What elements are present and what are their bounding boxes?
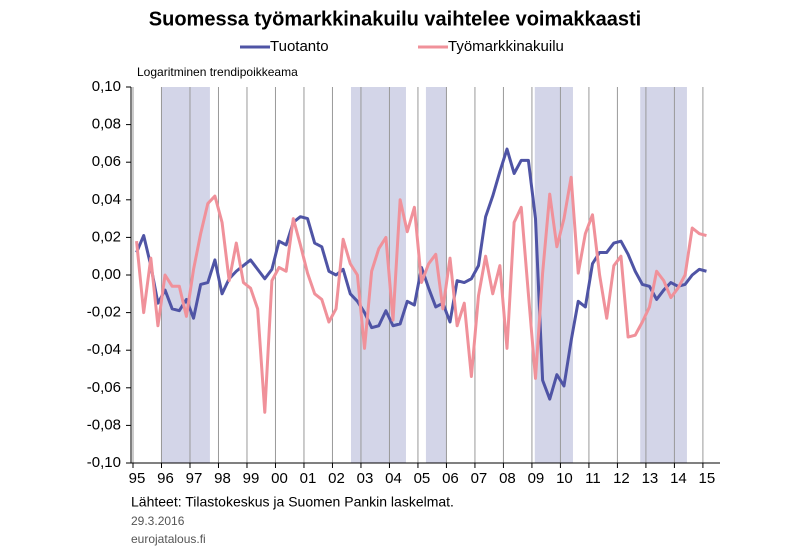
x-tick-label: 00 <box>271 470 288 487</box>
x-tick-label: 98 <box>214 470 231 487</box>
x-tick-label: 97 <box>186 470 203 487</box>
x-tick-label: 04 <box>385 470 402 487</box>
recession-band <box>534 87 573 463</box>
recession-band <box>425 87 447 463</box>
y-tick-label: 0,00 <box>92 266 121 283</box>
y-tick-label: 0,02 <box>92 228 121 245</box>
x-tick-label: 10 <box>556 470 573 487</box>
date: 29.3.2016 <box>131 514 185 528</box>
source: Lähteet: Tilastokeskus ja Suomen Pankin … <box>131 494 454 510</box>
x-tick-label: 12 <box>613 470 630 487</box>
y-tick-label: -0,06 <box>87 379 121 396</box>
x-tick-label: 11 <box>585 470 601 487</box>
x-tick-label: 03 <box>357 470 374 487</box>
y-tick-label: 0,06 <box>92 153 121 170</box>
y-tick-label: 0,10 <box>92 78 121 95</box>
recession-band <box>350 87 406 463</box>
x-tick-label: 99 <box>243 470 260 487</box>
x-tick-label: 96 <box>157 470 174 487</box>
recession-band <box>160 87 210 463</box>
y-tick-label: 0,08 <box>92 116 121 133</box>
y-axis-label: Logaritminen trendipoikkeama <box>137 65 298 79</box>
series-line <box>135 175 707 414</box>
x-tick-label: 08 <box>499 470 516 487</box>
y-tick-label: 0,04 <box>92 191 121 208</box>
x-tick-label: 07 <box>471 470 488 487</box>
x-tick-label: 95 <box>129 470 146 487</box>
y-tick-label: -0,08 <box>87 416 121 433</box>
x-tick-label: 13 <box>642 470 659 487</box>
x-tick-label: 01 <box>300 470 317 487</box>
site: eurojatalous.fi <box>131 532 206 546</box>
x-tick-label: 09 <box>528 470 545 487</box>
y-tick-label: -0,10 <box>87 454 121 471</box>
x-tick-label: 14 <box>670 470 687 487</box>
legend-label: Tuotanto <box>270 38 329 55</box>
x-tick-label: 02 <box>328 470 345 487</box>
x-tick-label: 15 <box>699 470 716 487</box>
x-tick-label: 05 <box>414 470 431 487</box>
recession-band <box>640 87 687 463</box>
y-tick-label: -0,04 <box>87 341 121 358</box>
y-tick-label: -0,02 <box>87 304 121 321</box>
chart-title: Suomessa työmarkkinakuilu vaihtelee voim… <box>149 8 641 30</box>
legend-label: Työmarkkinakuilu <box>448 38 564 55</box>
x-tick-label: 06 <box>442 470 459 487</box>
